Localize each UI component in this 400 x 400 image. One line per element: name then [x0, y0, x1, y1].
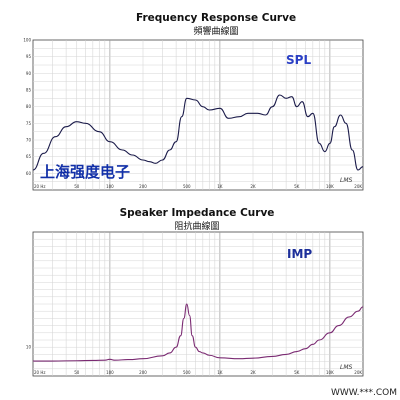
x-tick-label: 2K [250, 184, 256, 189]
chart-subtitle: 頻響曲線圖 [193, 25, 238, 37]
x-tick-label: 50 [74, 184, 80, 189]
grid-lines [33, 232, 363, 376]
y-tick-label: 90 [26, 71, 32, 76]
x-tick-label: 200 [139, 370, 147, 375]
chart-subtitle: 阻抗曲線圖 [174, 220, 219, 232]
x-tick-label: 20K [354, 184, 362, 189]
y-tick-label: 65 [26, 154, 32, 159]
x-tick-label: 10K [326, 370, 334, 375]
x-tick-label: 20 Hz [34, 370, 45, 375]
x-tick-label: 1K [217, 184, 223, 189]
overlay-text: 上海强度电子 [40, 163, 130, 181]
x-tick-labels: 20 Hz 50 100 200 500 1K 2K 5K 10K 20K [34, 184, 362, 189]
y-tick-labels: 100 95 90 85 80 75 70 65 60 [23, 38, 31, 176]
y-tick-label: 60 [26, 171, 32, 176]
y-tick-labels: 10 [26, 345, 32, 350]
series-label-spl: SPL [286, 53, 311, 67]
watermark: LMS [340, 177, 353, 184]
x-tick-label: 10K [326, 184, 334, 189]
y-tick-label: 70 [26, 138, 32, 143]
spl-series-line [32, 94, 364, 171]
y-tick-label: 10 [26, 345, 32, 350]
x-tick-label: 5K [294, 370, 300, 375]
y-tick-label: 75 [26, 121, 32, 126]
x-tick-label: 20 Hz [34, 184, 45, 189]
watermark: LMS [340, 364, 353, 371]
series-label-imp: IMP [287, 247, 312, 261]
x-tick-label: 500 [183, 184, 191, 189]
y-tick-label: 85 [26, 88, 32, 93]
x-tick-label: 100 [106, 184, 114, 189]
y-tick-label: 95 [26, 54, 32, 59]
x-tick-label: 20K [354, 370, 362, 375]
chart-title: Speaker Impedance Curve [120, 207, 275, 219]
chart-title: Frequency Response Curve [136, 12, 296, 24]
x-tick-label: 50 [74, 370, 80, 375]
x-tick-labels: 20 Hz 50 100 200 500 1K 2K 5K 10K 20K [34, 370, 362, 375]
corner-watermark: WWW.***.COM [331, 388, 397, 398]
y-tick-label: 80 [26, 104, 32, 109]
x-tick-label: 100 [106, 370, 114, 375]
x-tick-label: 5K [294, 184, 300, 189]
x-tick-label: 200 [139, 184, 147, 189]
x-tick-label: 500 [183, 370, 191, 375]
y-tick-label: 100 [23, 38, 31, 43]
imp-series-line [33, 303, 364, 362]
grid-lines [33, 40, 363, 190]
x-tick-label: 1K [217, 370, 223, 375]
impedance-chart: Speaker Impedance Curve 阻抗曲線圖 10 20 Hz 50… [26, 207, 364, 377]
frequency-response-chart: Frequency Response Curve 頻響曲線圖 100 95 90 85… [23, 12, 364, 191]
x-tick-label: 2K [250, 370, 256, 375]
